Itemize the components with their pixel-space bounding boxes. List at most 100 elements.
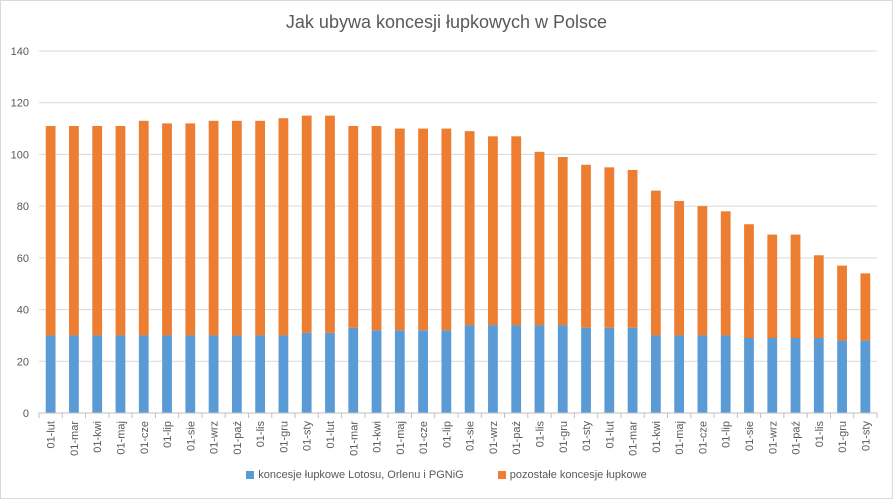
x-tick-label: 01-mar (348, 421, 360, 456)
x-tick-label: 01-mar (69, 421, 81, 456)
x-tick-label: 01-sty (581, 421, 593, 451)
legend-swatch (246, 471, 255, 479)
y-tick-label: 40 (17, 305, 29, 317)
bar-segment-other (138, 120, 149, 336)
x-tick-label: 01-lis (255, 421, 267, 448)
x-tick-label: 01-maj (395, 421, 407, 455)
legend: koncesje łupkowe Lotosu, Orlenu i PGNiG … (0, 469, 893, 481)
bar-segment-lotos-orlen-pgnig (231, 335, 242, 413)
y-tick-label: 120 (11, 98, 29, 110)
bar-segment-other (581, 164, 591, 328)
x-tick-label: 01-lut (325, 421, 337, 449)
bar-segment-other (69, 125, 79, 336)
bar-segment-other (162, 123, 172, 336)
x-tick-label: 01-gru (558, 421, 570, 453)
x-tick-label: 01-lip (441, 421, 453, 448)
bar-segment-other (604, 167, 615, 328)
y-tick-label: 0 (23, 408, 29, 420)
x-tick-label: 01-cze (418, 421, 430, 454)
bar-segment-other (394, 128, 405, 331)
bar-segment-lotos-orlen-pgnig (581, 327, 591, 413)
bar-segment-lotos-orlen-pgnig (162, 335, 172, 413)
bars (45, 115, 871, 413)
legend-item-other: pozostałe koncesje łupkowe (497, 469, 647, 481)
bar-segment-other (115, 125, 126, 336)
x-tick-label: 01-maj (674, 421, 686, 455)
x-tick-label: 01-wrz (767, 421, 779, 454)
bar-segment-lotos-orlen-pgnig (69, 335, 79, 413)
x-tick-label: 01-sie (744, 421, 756, 451)
x-tick-label: 01-lut (46, 421, 58, 449)
x-tick-label: 01-kwi (372, 421, 384, 453)
x-tick-label: 01-gru (278, 421, 290, 453)
y-tick-label: 140 (11, 46, 29, 58)
bar-segment-lotos-orlen-pgnig (650, 335, 661, 413)
bar-segment-other (744, 224, 754, 339)
bar-segment-lotos-orlen-pgnig (557, 325, 568, 413)
bar-segment-lotos-orlen-pgnig (92, 335, 103, 413)
bar-segment-lotos-orlen-pgnig (371, 330, 382, 413)
x-tick-label: 01-cze (697, 421, 709, 454)
bar-segment-lotos-orlen-pgnig (115, 335, 126, 413)
bar-segment-lotos-orlen-pgnig (325, 332, 335, 413)
bar-segment-other (488, 136, 498, 326)
bar-segment-lotos-orlen-pgnig (860, 340, 871, 413)
bar-segment-lotos-orlen-pgnig (674, 335, 685, 413)
x-tick-label: 01-wrz (488, 421, 500, 454)
bar-segment-other (790, 234, 801, 339)
x-tick-label: 01-lut (604, 421, 616, 449)
bar-segment-lotos-orlen-pgnig (511, 325, 522, 413)
x-tick-label: 01-gru (837, 421, 849, 453)
legend-item-lotos-orlen-pgnig: koncesje łupkowe Lotosu, Orlenu i PGNiG (246, 469, 464, 481)
bar-segment-lotos-orlen-pgnig (464, 325, 475, 413)
x-axis: 01-lut 01-mar 01-kwi 01-maj 01-cze 01-lip 01-s… (38, 412, 878, 456)
bar-segment-lotos-orlen-pgnig (441, 330, 452, 413)
bar-segment-lotos-orlen-pgnig (45, 335, 56, 413)
legend-swatch (497, 471, 506, 479)
bar-segment-other (301, 115, 312, 333)
bar-segment-other (418, 128, 428, 331)
x-tick-label: 01-kwi (92, 421, 104, 453)
bar-segment-other (837, 265, 847, 341)
bar-segment-other (185, 123, 196, 336)
x-tick-label: 01-sie (185, 421, 197, 451)
bar-segment-lotos-orlen-pgnig (278, 335, 289, 413)
bar-segment-other (813, 255, 824, 339)
bar-segment-lotos-orlen-pgnig (790, 338, 801, 413)
bar-segment-other (348, 125, 359, 328)
bar-segment-lotos-orlen-pgnig (488, 325, 498, 413)
bar-segment-other (255, 120, 266, 336)
bar-segment-other (371, 125, 382, 331)
x-tick-label: 01-cze (139, 421, 151, 454)
bar-segment-other (720, 211, 731, 336)
bar-segment-lotos-orlen-pgnig (604, 327, 615, 413)
x-tick-label: 01-paź (791, 421, 803, 455)
x-tick-label: 01-sie (465, 421, 477, 451)
bar-segment-other (208, 120, 219, 336)
bar-segment-lotos-orlen-pgnig (813, 338, 824, 413)
bar-segment-other (231, 120, 242, 336)
bar-segment-other (45, 125, 56, 336)
bar-segment-other (557, 157, 568, 326)
y-tick-label: 80 (17, 201, 29, 213)
x-tick-label: 01-mar (628, 421, 640, 456)
bar-segment-other (860, 273, 871, 341)
bar-segment-lotos-orlen-pgnig (767, 338, 778, 413)
bar-segment-other (92, 125, 103, 336)
x-tick-label: 01-sty (860, 421, 872, 451)
y-axis: 0 20 40 60 80 100 120 140 (11, 46, 29, 420)
bar-segment-other (697, 206, 708, 336)
bar-segment-lotos-orlen-pgnig (185, 335, 196, 413)
x-tick-label: 01-kwi (651, 421, 663, 453)
chart-title: Jak ubywa koncesji łupkowych w Polsce (285, 12, 608, 32)
bar-segment-lotos-orlen-pgnig (348, 327, 359, 413)
y-tick-label: 100 (11, 149, 29, 161)
x-tick-label: 01-maj (115, 421, 127, 455)
bar-segment-lotos-orlen-pgnig (697, 335, 708, 413)
bar-segment-other (278, 118, 289, 336)
bar-segment-other (464, 131, 475, 326)
x-tick-label: 01-lis (534, 421, 546, 448)
bar-segment-other (674, 200, 685, 336)
bar-segment-other (511, 136, 522, 326)
